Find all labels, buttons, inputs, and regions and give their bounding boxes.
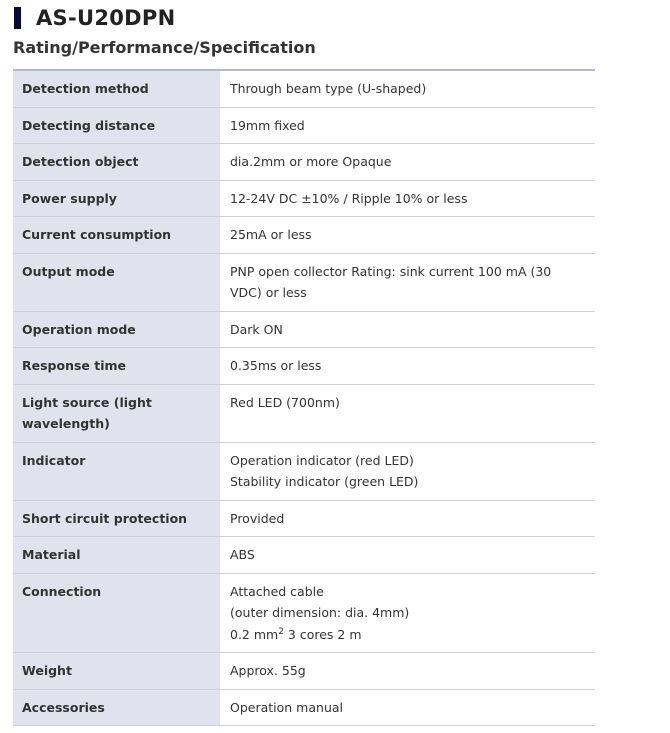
section-heading: Rating/Performance/Specification <box>13 38 316 57</box>
table-row: Output mode PNP open collector Rating: si… <box>13 253 595 312</box>
row-label: Detection method <box>13 70 220 108</box>
table-row: Current consumption 25mA or less <box>13 216 595 254</box>
row-label: Response time <box>13 347 220 385</box>
row-value: 0.35ms or less <box>220 347 595 385</box>
row-label: Light source (light wavelength) <box>13 384 220 443</box>
product-name: AS-U20DPN <box>36 6 176 30</box>
product-title: AS-U20DPN <box>14 6 175 30</box>
table-row: Material ABS <box>13 536 595 574</box>
table-row: Response time 0.35ms or less <box>13 347 595 385</box>
table-row: Detecting distance 19mm fixed <box>13 107 595 144</box>
value-line: 0.2 mm2 3 cores 2 m <box>230 624 586 646</box>
value-line: (outer dimension: dia. 4mm) <box>230 605 410 620</box>
row-label: Detecting distance <box>13 107 220 144</box>
row-label: Current consumption <box>13 216 220 254</box>
superscript: 2 <box>278 626 284 637</box>
value-text: 3 cores 2 m <box>283 626 362 642</box>
row-label: Accessories <box>13 689 220 726</box>
row-value: Through beam type (U-shaped) <box>220 70 595 108</box>
row-value: Operation indicator (red LED) Stability i… <box>220 442 595 501</box>
table-row: Detection object dia.2mm or more Opaque <box>13 143 595 181</box>
table-row: Indicator Operation indicator (red LED) St… <box>13 442 595 501</box>
row-label: Short circuit protection <box>13 500 220 537</box>
value-line: Operation indicator (red LED) <box>230 452 414 468</box>
table-row: Operation mode Dark ON <box>13 311 595 348</box>
value-line: Attached cable <box>230 583 324 599</box>
row-label: Weight <box>13 652 220 690</box>
table-row: Connection Attached cable (outer dimension… <box>13 573 595 653</box>
row-value: Provided <box>220 500 595 537</box>
row-value: Approx. 55g <box>220 652 595 690</box>
row-value: 19mm fixed <box>220 107 595 144</box>
row-label: Indicator <box>13 442 220 501</box>
row-value: 12-24V DC ±10% / Ripple 10% or less <box>220 180 595 217</box>
row-value: Attached cable (outer dimension: dia. 4mm… <box>220 573 595 653</box>
value-text: 0.2 mm <box>230 626 279 642</box>
row-label: Connection <box>13 573 220 653</box>
row-value: Dark ON <box>220 311 595 348</box>
row-value: dia.2mm or more Opaque <box>220 143 595 181</box>
row-label: Power supply <box>13 180 220 217</box>
row-value: PNP open collector Rating: sink current … <box>220 253 595 312</box>
value-line: Stability indicator (green LED) <box>230 474 419 489</box>
table-row: Weight Approx. 55g <box>13 652 595 690</box>
table-row: Detection method Through beam type (U-sha… <box>13 70 595 108</box>
spec-table: Detection method Through beam type (U-sha… <box>13 69 595 726</box>
row-value: Red LED (700nm) <box>220 384 595 443</box>
table-row: Short circuit protection Provided <box>13 500 595 537</box>
row-value: 25mA or less <box>220 216 595 254</box>
row-label: Operation mode <box>13 311 220 348</box>
row-value: ABS <box>220 536 595 574</box>
row-label: Detection object <box>13 143 220 181</box>
row-label: Output mode <box>13 253 220 312</box>
title-marker <box>14 7 21 29</box>
row-value: Operation manual <box>220 689 595 726</box>
table-row: Power supply 12-24V DC ±10% / Ripple 10% … <box>13 180 595 217</box>
table-row: Accessories Operation manual <box>13 689 595 726</box>
table-row: Light source (light wavelength) Red LED (… <box>13 384 595 443</box>
row-label: Material <box>13 536 220 574</box>
